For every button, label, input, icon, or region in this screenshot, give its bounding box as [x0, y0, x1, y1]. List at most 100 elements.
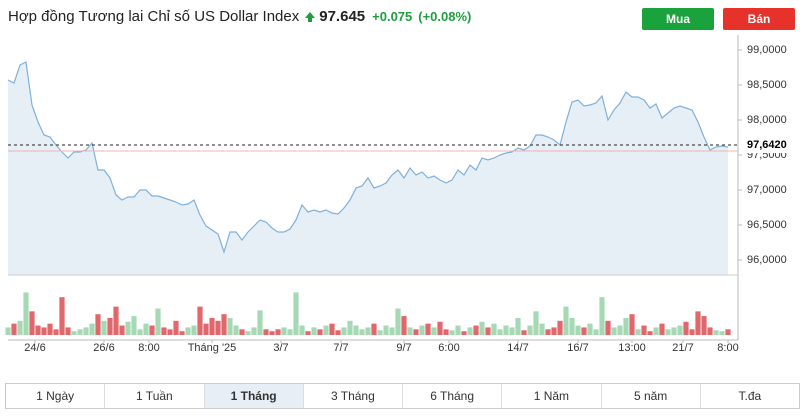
y-tick-label: 97,0000 [747, 184, 787, 196]
volume-bar [305, 331, 311, 335]
volume-bar [707, 327, 713, 335]
volume-bar [515, 317, 521, 335]
range-tab[interactable]: T.đa [738, 389, 762, 403]
x-tick-label: 21/7 [672, 342, 693, 354]
volume-bar [587, 323, 593, 335]
volume-bar [47, 323, 53, 335]
buy-button[interactable]: Mua [642, 8, 714, 30]
volume-bar [131, 316, 137, 335]
volume-bar [125, 321, 131, 335]
volume-bar [701, 316, 707, 335]
volume-bar [629, 314, 635, 335]
volume-bar [659, 323, 665, 335]
volume-bar [683, 321, 689, 335]
change-pct: (+0.08%) [418, 9, 472, 24]
volume-bar [101, 320, 107, 335]
range-tab[interactable]: 1 Tuần [105, 384, 205, 408]
x-tick-label: 16/7 [567, 342, 588, 354]
header: Hợp đồng Tương lai Chỉ số US Dollar Inde… [8, 8, 477, 25]
price-area [8, 62, 728, 275]
volume-bar [725, 329, 731, 335]
volume-bar [443, 329, 449, 335]
y-tick-label: 99,0000 [747, 44, 787, 56]
volume-bar [713, 330, 719, 335]
change: +0.075 [372, 9, 413, 24]
volume-bar [197, 306, 203, 335]
volume-bar [557, 320, 563, 335]
volume-bar [227, 317, 233, 335]
volume-bar [365, 327, 371, 335]
volume-bar [299, 325, 305, 335]
up-arrow [305, 11, 316, 22]
volume-bar [569, 317, 575, 335]
y-tick-label: 98,0000 [747, 114, 787, 126]
volume-bar [257, 310, 263, 335]
volume-bar [167, 329, 173, 335]
volume-bar [221, 314, 227, 335]
volume-bar [137, 329, 143, 335]
volume-bar [413, 329, 419, 335]
volume-bar [239, 329, 245, 335]
volume-bar [89, 323, 95, 335]
volume-bar [623, 317, 629, 335]
volume-bar [407, 327, 413, 335]
volume-bar [191, 325, 197, 335]
range-tab[interactable]: 1 Ngày [6, 384, 106, 408]
volume-bar [143, 323, 149, 335]
volume-bar [329, 323, 335, 335]
sell-button[interactable]: Bán [723, 8, 795, 30]
volume-bar [269, 331, 275, 335]
volume-bar [575, 325, 581, 335]
volume-bar [209, 317, 215, 335]
volume-bar [509, 327, 515, 335]
range-tab[interactable]: 1 Tháng [204, 384, 304, 408]
volume-bar [503, 325, 509, 335]
volume-bar [599, 297, 605, 335]
volume-bar [605, 320, 611, 335]
volume-bar [293, 292, 299, 335]
range-tab[interactable]: 6 Tháng [403, 384, 503, 408]
volume-bar [647, 331, 653, 335]
volume-bar [485, 327, 491, 335]
volume-bar [155, 308, 161, 335]
volume-bar [611, 327, 617, 335]
volume-bar [347, 320, 353, 335]
volume-bar [185, 327, 191, 335]
volume-bar [335, 330, 341, 335]
volume-bar [551, 327, 557, 335]
volume-bar [203, 323, 209, 335]
range-tab[interactable]: 1 Năm [502, 384, 602, 408]
volume-bar [5, 327, 11, 335]
price-line [7, 61, 729, 254]
price: 97.645 [319, 8, 366, 25]
volume-bar [389, 327, 395, 335]
x-tick-label: 6:00 [438, 342, 459, 354]
range-tab[interactable]: 3 Tháng [304, 384, 403, 408]
volume-bar [287, 329, 293, 335]
volume-bar [233, 325, 239, 335]
volume-bar [455, 325, 461, 335]
volume-bar [83, 327, 89, 335]
x-tick-label: 8:00 [717, 342, 738, 354]
volume-bar [41, 327, 47, 335]
x-tick-label: 24/6 [24, 342, 45, 354]
volume-bar [281, 327, 287, 335]
volume-bar [581, 327, 587, 335]
x-tick-label: 7/7 [333, 342, 348, 354]
range-tab[interactable]: 5 năm [602, 384, 701, 408]
volume-bar [245, 331, 251, 335]
volume-bar [59, 297, 65, 335]
volume-bar [263, 329, 269, 335]
volume-bar [545, 329, 551, 335]
volume-bar [431, 327, 437, 335]
volume-bar [95, 314, 101, 335]
volume-bar [341, 327, 347, 335]
volume-bar [323, 325, 329, 335]
volume-bar [593, 329, 599, 335]
volume-bar [671, 327, 677, 335]
volume-bar [107, 317, 113, 335]
y-tick-label: 98,5000 [747, 79, 787, 91]
volume-bar [17, 320, 23, 335]
volume-bar [353, 325, 359, 335]
volume-bar [371, 323, 377, 335]
